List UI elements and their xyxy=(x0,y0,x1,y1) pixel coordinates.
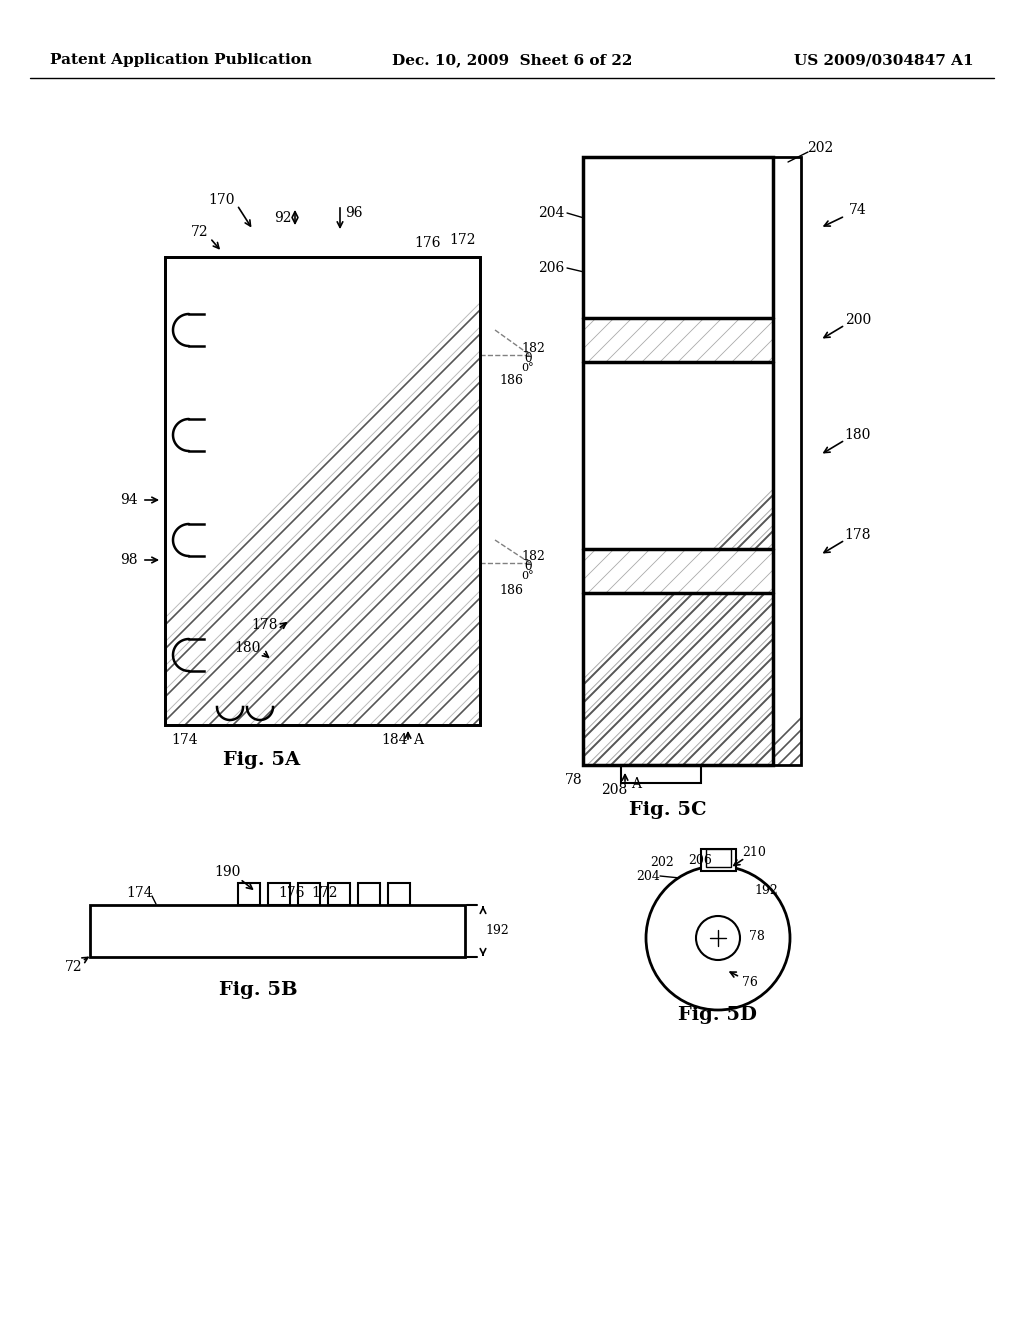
Text: 192: 192 xyxy=(754,883,778,896)
Text: 78: 78 xyxy=(565,774,583,787)
Bar xyxy=(773,157,801,766)
Text: 176: 176 xyxy=(415,236,441,249)
Text: 182: 182 xyxy=(521,342,545,355)
Bar xyxy=(388,883,410,906)
Text: 172: 172 xyxy=(311,886,338,900)
Bar xyxy=(706,849,731,867)
Bar xyxy=(358,883,380,906)
Text: 200: 200 xyxy=(845,313,871,327)
Text: 192: 192 xyxy=(485,924,509,937)
Bar xyxy=(584,318,772,362)
Bar xyxy=(90,906,465,957)
Text: 182: 182 xyxy=(521,549,545,562)
Bar xyxy=(238,883,260,906)
Bar xyxy=(583,157,773,766)
Text: Fig. 5C: Fig. 5C xyxy=(629,801,707,818)
Text: 94: 94 xyxy=(121,492,138,507)
Text: 204: 204 xyxy=(636,870,659,883)
Text: 206: 206 xyxy=(688,854,712,866)
Text: 96: 96 xyxy=(345,206,362,220)
Circle shape xyxy=(696,916,740,960)
Text: A: A xyxy=(413,733,423,747)
Text: 92: 92 xyxy=(274,211,292,224)
Circle shape xyxy=(646,866,790,1010)
Text: 180: 180 xyxy=(845,428,871,442)
Text: 174: 174 xyxy=(127,886,154,900)
Text: 172: 172 xyxy=(450,234,476,247)
Text: Fig. 5B: Fig. 5B xyxy=(219,981,297,999)
Text: 190: 190 xyxy=(215,865,242,879)
Bar xyxy=(268,883,290,906)
Text: 202: 202 xyxy=(650,855,674,869)
Text: 178: 178 xyxy=(252,618,279,632)
Text: 170: 170 xyxy=(209,193,236,207)
Text: US 2009/0304847 A1: US 2009/0304847 A1 xyxy=(795,53,974,67)
Text: Dec. 10, 2009  Sheet 6 of 22: Dec. 10, 2009 Sheet 6 of 22 xyxy=(392,53,632,67)
Text: θ: θ xyxy=(524,560,531,573)
Text: 210: 210 xyxy=(742,846,766,859)
Text: θ: θ xyxy=(524,351,531,364)
Bar xyxy=(583,157,773,766)
Text: 0°: 0° xyxy=(521,572,535,581)
Text: 0°: 0° xyxy=(521,363,535,374)
Text: 174: 174 xyxy=(172,733,199,747)
Bar xyxy=(298,883,319,906)
Text: 78: 78 xyxy=(750,929,765,942)
Text: 98: 98 xyxy=(121,553,138,568)
Text: 186: 186 xyxy=(499,374,523,387)
Text: 176: 176 xyxy=(279,886,305,900)
Bar xyxy=(773,157,801,766)
Text: 206: 206 xyxy=(538,261,564,275)
Bar xyxy=(165,257,480,725)
Bar xyxy=(328,883,350,906)
Text: 180: 180 xyxy=(234,642,261,655)
Text: 186: 186 xyxy=(499,583,523,597)
Text: 184: 184 xyxy=(382,733,409,747)
Text: Patent Application Publication: Patent Application Publication xyxy=(50,53,312,67)
Bar xyxy=(621,766,701,783)
Text: 208: 208 xyxy=(601,783,627,797)
Text: 72: 72 xyxy=(191,224,209,239)
Text: A: A xyxy=(631,777,641,791)
Text: 72: 72 xyxy=(66,960,83,974)
Text: 178: 178 xyxy=(845,528,871,543)
Bar xyxy=(165,257,480,725)
Text: Fig. 5A: Fig. 5A xyxy=(223,751,301,770)
Text: 202: 202 xyxy=(807,141,834,154)
Bar xyxy=(701,849,736,871)
Bar xyxy=(165,257,480,725)
Bar xyxy=(584,549,772,593)
Text: 76: 76 xyxy=(742,975,758,989)
Text: 204: 204 xyxy=(538,206,564,220)
Text: Fig. 5D: Fig. 5D xyxy=(679,1006,758,1024)
Text: 74: 74 xyxy=(849,203,867,216)
